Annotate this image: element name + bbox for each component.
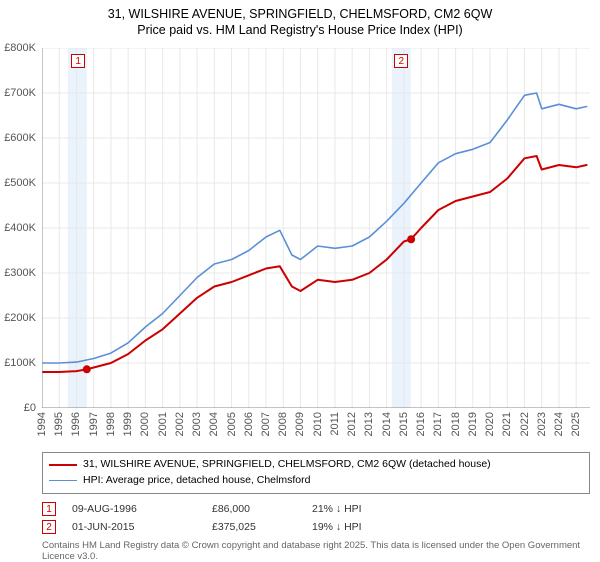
sale-marker-1: 1 bbox=[42, 502, 56, 516]
x-tick-label: 2017 bbox=[432, 412, 444, 436]
x-tick-label: 2006 bbox=[243, 412, 255, 436]
legend-label-hpi: HPI: Average price, detached house, Chel… bbox=[83, 473, 310, 489]
x-tick-label: 2025 bbox=[570, 412, 582, 436]
legend-swatch-hpi bbox=[49, 480, 77, 481]
x-tick-label: 2001 bbox=[157, 412, 169, 436]
sale-price-2: £375,025 bbox=[212, 521, 312, 533]
x-tick-label: 1996 bbox=[70, 412, 82, 436]
x-tick-label: 2024 bbox=[553, 412, 565, 436]
sale-marker-2: 2 bbox=[42, 520, 56, 534]
x-tick-label: 1997 bbox=[88, 412, 100, 436]
y-tick-label: £400K bbox=[4, 222, 36, 234]
x-tick-label: 2019 bbox=[467, 412, 479, 436]
sale-diff-2: 19% ↓ HPI bbox=[312, 521, 432, 533]
chart-container: 31, WILSHIRE AVENUE, SPRINGFIELD, CHELMS… bbox=[0, 0, 600, 560]
sale-date-2: 01-JUN-2015 bbox=[72, 521, 212, 533]
y-tick-label: £200K bbox=[4, 312, 36, 324]
x-tick-label: 2011 bbox=[329, 412, 341, 436]
x-tick-label: 1994 bbox=[36, 412, 48, 436]
title-line-2: Price paid vs. HM Land Registry's House … bbox=[0, 22, 600, 38]
y-tick-label: £500K bbox=[4, 177, 36, 189]
attribution-text: Contains HM Land Registry data © Crown c… bbox=[42, 540, 590, 562]
x-tick-label: 2012 bbox=[346, 412, 358, 436]
chart-title: 31, WILSHIRE AVENUE, SPRINGFIELD, CHELMS… bbox=[0, 0, 600, 39]
x-tick-label: 2022 bbox=[519, 412, 531, 436]
x-tick-label: 2002 bbox=[174, 412, 186, 436]
sale-diff-1: 21% ↓ HPI bbox=[312, 503, 432, 515]
y-tick-label: £0 bbox=[24, 402, 36, 414]
y-tick-label: £700K bbox=[4, 87, 36, 99]
x-tick-label: 2023 bbox=[536, 412, 548, 436]
x-tick-label: 1998 bbox=[105, 412, 117, 436]
x-tick-label: 2013 bbox=[363, 412, 375, 436]
y-tick-label: £600K bbox=[4, 132, 36, 144]
x-tick-label: 2008 bbox=[277, 412, 289, 436]
sale-price-1: £86,000 bbox=[212, 503, 312, 515]
x-tick-label: 2010 bbox=[312, 412, 324, 436]
y-tick-label: £300K bbox=[4, 267, 36, 279]
x-tick-label: 2020 bbox=[484, 412, 496, 436]
x-tick-label: 2007 bbox=[260, 412, 272, 436]
x-tick-label: 2004 bbox=[208, 412, 220, 436]
x-tick-label: 2018 bbox=[450, 412, 462, 436]
legend-swatch-price-paid bbox=[49, 464, 77, 466]
callout-marker: 2 bbox=[394, 54, 408, 68]
chart-plot-area: £0£100K£200K£300K£400K£500K£600K£700K£80… bbox=[42, 48, 590, 408]
callout-marker: 1 bbox=[71, 54, 85, 68]
sales-table: 1 09-AUG-1996 £86,000 21% ↓ HPI 2 01-JUN… bbox=[42, 500, 590, 536]
x-tick-label: 2005 bbox=[226, 412, 238, 436]
x-tick-label: 2015 bbox=[398, 412, 410, 436]
chart-svg bbox=[42, 48, 590, 408]
x-tick-label: 2003 bbox=[191, 412, 203, 436]
x-tick-label: 2000 bbox=[139, 412, 151, 436]
sales-row-2: 2 01-JUN-2015 £375,025 19% ↓ HPI bbox=[42, 518, 590, 536]
sale-date-1: 09-AUG-1996 bbox=[72, 503, 212, 515]
y-tick-label: £100K bbox=[4, 357, 36, 369]
y-tick-label: £800K bbox=[4, 42, 36, 54]
x-tick-label: 2009 bbox=[294, 412, 306, 436]
legend-row-hpi: HPI: Average price, detached house, Chel… bbox=[49, 473, 583, 489]
x-tick-label: 2014 bbox=[381, 412, 393, 436]
legend-label-price-paid: 31, WILSHIRE AVENUE, SPRINGFIELD, CHELMS… bbox=[83, 457, 491, 473]
x-tick-label: 1999 bbox=[122, 412, 134, 436]
legend-and-footer: 31, WILSHIRE AVENUE, SPRINGFIELD, CHELMS… bbox=[42, 452, 590, 562]
title-line-1: 31, WILSHIRE AVENUE, SPRINGFIELD, CHELMS… bbox=[0, 6, 600, 22]
x-tick-label: 2021 bbox=[501, 412, 513, 436]
x-tick-label: 1995 bbox=[53, 412, 65, 436]
x-tick-label: 2016 bbox=[415, 412, 427, 436]
legend-box: 31, WILSHIRE AVENUE, SPRINGFIELD, CHELMS… bbox=[42, 452, 590, 494]
sales-row-1: 1 09-AUG-1996 £86,000 21% ↓ HPI bbox=[42, 500, 590, 518]
legend-row-price-paid: 31, WILSHIRE AVENUE, SPRINGFIELD, CHELMS… bbox=[49, 457, 583, 473]
